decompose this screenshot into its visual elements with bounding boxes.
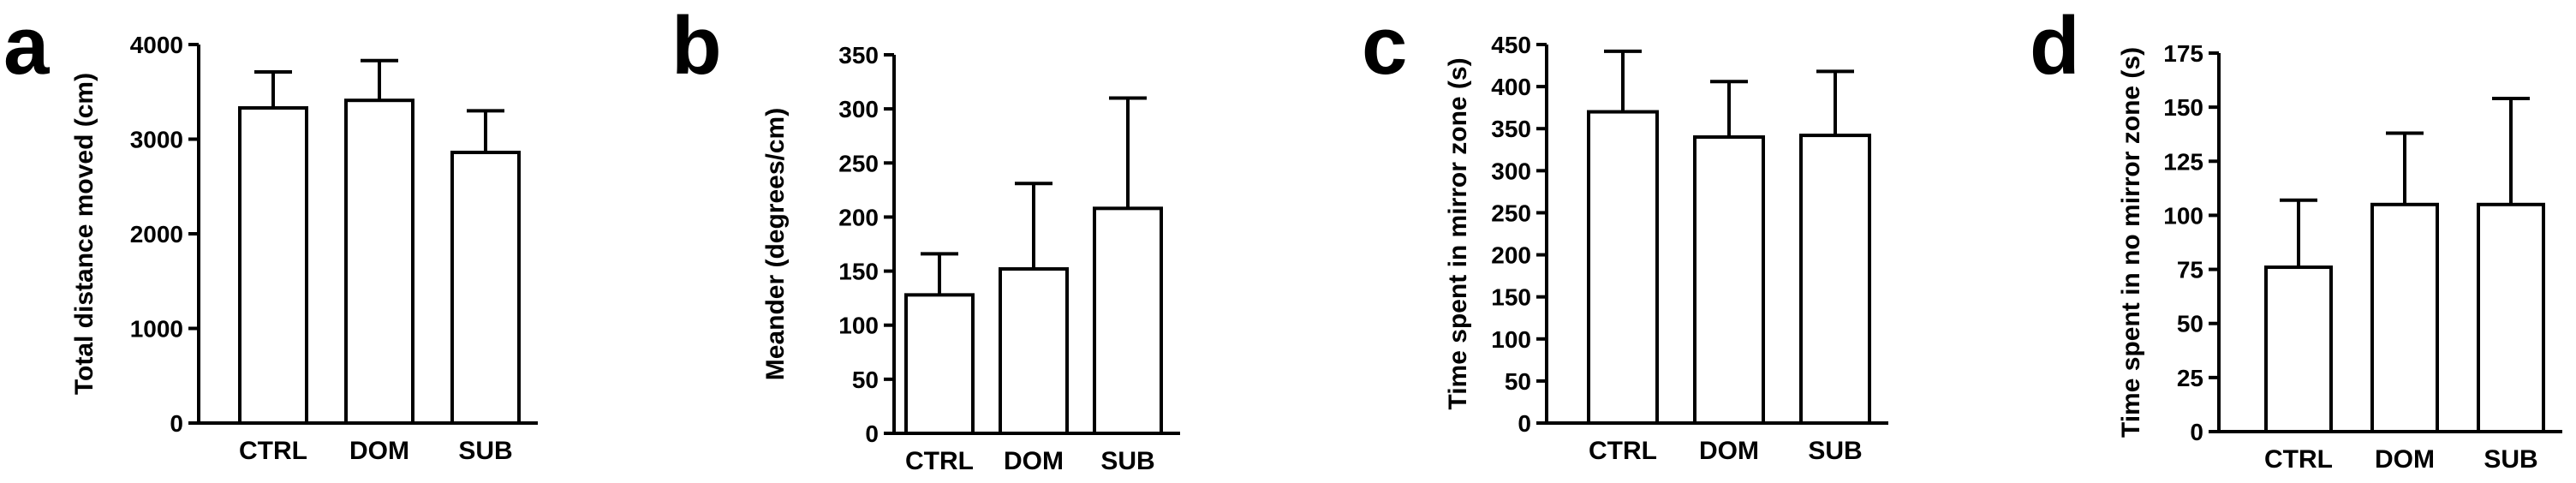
panel-letter: a [3,0,50,92]
x-tick-label: CTRL [239,437,307,465]
bar-ctrl [240,108,307,423]
panel-c: c 0 50 100 150 200 250 300 350 400 450 Time spent i… [1362,0,1888,465]
bar-dom [1695,137,1763,423]
y-tick-label: 300 [1491,158,1531,184]
panel-b: b 0 50 100 150 200 250 300 350 Meander (degrees/c… [671,0,1180,475]
y-tick-label: 4000 [130,32,183,58]
y-tick-label: 150 [2163,94,2203,121]
bar-sub [452,152,519,423]
y-tick-label: 50 [852,367,879,393]
y-tick-label: 200 [838,204,879,230]
x-tick-label: SUB [458,437,512,465]
y-tick-label: 25 [2177,365,2203,391]
y-tick-label: 1000 [130,316,183,343]
y-axis-label: Meander (degrees/cm) [761,108,790,380]
x-tick-label: DOM [349,437,409,465]
y-tick-label: 250 [838,150,879,176]
y-tick-label: 350 [1491,116,1531,142]
y-tick-label: 50 [1505,368,1531,395]
y-tick-label: 3000 [130,127,183,153]
x-tick-label: DOM [1699,437,1759,465]
panel-letter: d [2030,0,2080,92]
panel-a: a 0 1000 2000 3000 4000 Total distance moved (… [3,0,538,465]
x-tick-label: SUB [1808,437,1862,465]
y-tick-label: 100 [838,313,879,339]
y-tick-label: 100 [2163,202,2203,229]
bar-sub [1094,208,1161,433]
panel-letter: b [671,0,722,92]
bar-dom [2372,205,2437,432]
y-tick-label: 150 [838,259,879,285]
y-tick-label: 200 [1491,242,1531,269]
y-tick-label: 300 [838,96,879,122]
panel-letter: c [1362,0,1407,92]
y-tick-label: 350 [838,42,879,69]
y-tick-label: 75 [2177,257,2203,283]
x-tick-label: CTRL [2264,445,2333,474]
y-axis-label: Total distance moved (cm) [70,73,98,395]
y-tick-label: 2000 [130,221,183,247]
x-tick-label: DOM [2375,445,2435,474]
y-tick-label: 0 [1518,410,1531,437]
x-tick-label: DOM [1004,447,1064,475]
y-tick-label: 0 [865,420,879,447]
y-axis-label: Time spent in no mirror zone (s) [2117,47,2145,438]
bar-sub [1801,135,1869,423]
x-tick-label: SUB [2484,445,2537,474]
x-tick-label: CTRL [1589,437,1657,465]
y-tick-label: 450 [1491,32,1531,58]
bar-sub [2478,205,2543,432]
y-tick-label: 50 [2177,311,2203,337]
y-tick-label: 0 [2190,419,2203,445]
y-tick-label: 0 [170,410,183,437]
bar-dom [1000,269,1067,433]
panel-d: d 0 25 50 75 100 125 150 175 Time spent in no mir… [2030,0,2562,474]
y-axis-label: Time spent in mirror zone (s) [1444,57,1472,409]
y-tick-label: 100 [1491,326,1531,353]
x-tick-label: CTRL [905,447,974,475]
bar-ctrl [906,295,973,433]
bar-dom [346,100,413,423]
y-tick-label: 175 [2163,40,2203,67]
y-tick-label: 400 [1491,74,1531,100]
y-tick-label: 150 [1491,284,1531,311]
y-tick-label: 250 [1491,200,1531,226]
bar-ctrl [2266,267,2331,432]
y-tick-label: 125 [2163,148,2203,175]
bar-ctrl [1589,112,1657,423]
x-tick-label: SUB [1100,447,1154,475]
